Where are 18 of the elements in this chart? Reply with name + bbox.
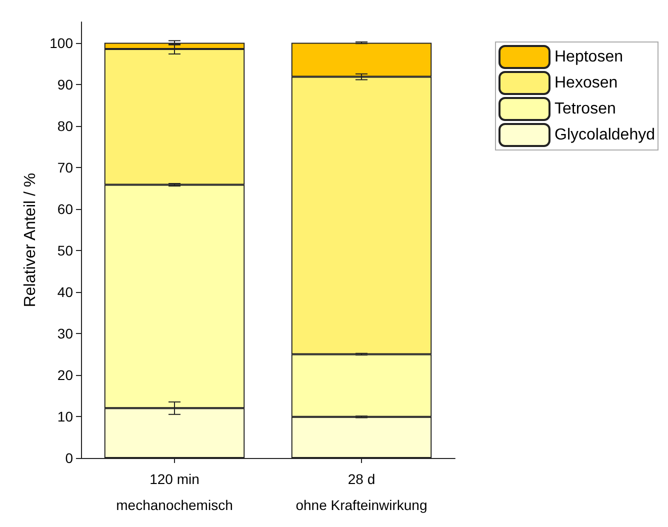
y-tick-label: 50 [57, 242, 74, 258]
y-tick-label: 100 [50, 34, 74, 51]
x-tick-label: 28 d ohne Krafteinwirkung [296, 471, 428, 513]
y-tick-label: 10 [57, 408, 74, 424]
y-tick-label: 20 [57, 366, 74, 383]
y-tick-label: 90 [57, 76, 74, 92]
legend-label: Glycolaldehyd [554, 126, 655, 144]
y-tick-label: 60 [57, 200, 74, 217]
y-tick-label: 0 [65, 450, 74, 466]
x-tick-label: 120 min mechanochemisch [116, 471, 233, 513]
legend-label: Hexosen [554, 74, 618, 92]
y-tick-label: 80 [57, 118, 74, 134]
y-tick-label: 70 [57, 159, 74, 176]
y-tick-label: 30 [57, 325, 74, 342]
legend-label: Heptosen [554, 48, 623, 66]
y-tick-label: 40 [57, 284, 74, 300]
legend-label: Tetrosen [554, 100, 616, 118]
y-axis-title: Relativer Anteil / % [22, 172, 40, 308]
